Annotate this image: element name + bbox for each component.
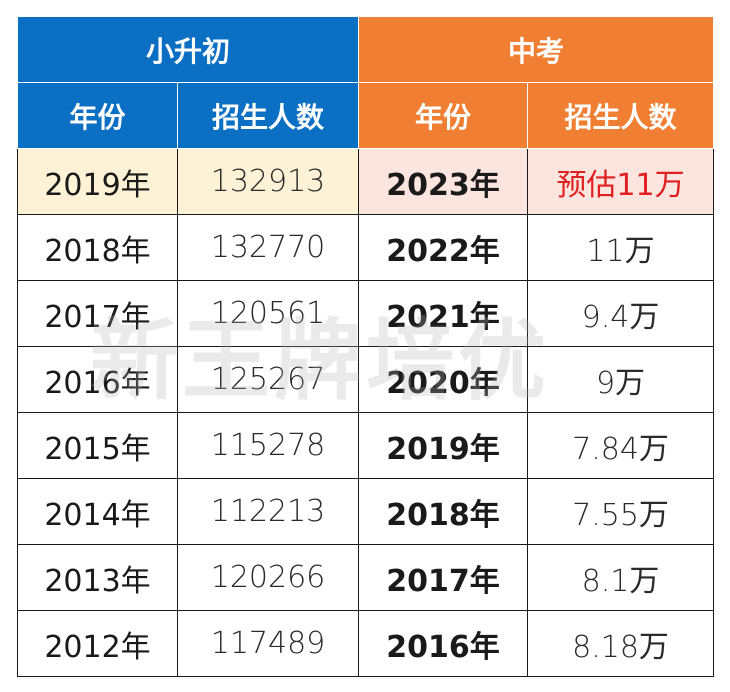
left-count-cell: 132770: [176, 214, 360, 281]
table-row: 2017年 120561 2021年 9.4万: [17, 280, 715, 347]
column-header-right-count: 招生人数: [527, 82, 715, 149]
left-year-cell: 2013年: [17, 544, 178, 611]
right-count-cell: 9.4万: [527, 280, 715, 347]
right-year-cell: 2023年: [358, 148, 529, 215]
left-count-cell: 120561: [176, 280, 360, 347]
right-count-cell: 7.84万: [527, 412, 715, 479]
left-year-cell: 2012年: [17, 610, 178, 677]
group-header-row: 小升初 中考: [16, 16, 715, 83]
table-row: 2016年 125267 2020年 9万: [17, 346, 715, 413]
left-year-cell: 2014年: [17, 478, 178, 545]
right-count-cell: 7.55万: [527, 478, 715, 545]
right-year-cell: 2020年: [358, 346, 529, 413]
right-year-cell: 2019年: [358, 412, 529, 479]
left-count-cell: 117489: [176, 610, 360, 677]
group-header-xiaoshengchu: 小升初: [16, 16, 360, 83]
right-year-cell: 2017年: [358, 544, 529, 611]
group-header-zhongkao: 中考: [358, 16, 715, 83]
table-row: 2014年 112213 2018年 7.55万: [17, 478, 715, 545]
left-year-cell: 2016年: [17, 346, 178, 413]
column-header-row: 年份 招生人数 年份 招生人数: [17, 82, 715, 149]
table-row: 2012年 117489 2016年 8.18万: [17, 610, 715, 677]
left-count-cell: 120266: [176, 544, 360, 611]
left-year-cell: 2015年: [17, 412, 178, 479]
table-row: 2019年 132913 2023年 预估11万: [17, 148, 715, 215]
table-row: 2015年 115278 2019年 7.84万: [17, 412, 715, 479]
left-year-cell: 2017年: [17, 280, 178, 347]
left-count-cell: 115278: [176, 412, 360, 479]
left-year-cell: 2018年: [17, 214, 178, 281]
left-year-cell: 2019年: [17, 148, 178, 215]
right-count-cell: 8.18万: [527, 610, 715, 677]
right-count-cell: 11万: [527, 214, 715, 281]
right-count-cell-estimate: 预估11万: [527, 148, 715, 215]
left-count-cell: 132913: [176, 148, 360, 215]
enrollment-table-container: 小升初 中考 年份 招生人数 年份 招生人数 2019年 132913 2023…: [16, 16, 715, 677]
right-count-cell: 9万: [527, 346, 715, 413]
right-year-cell: 2018年: [358, 478, 529, 545]
right-count-cell: 8.1万: [527, 544, 715, 611]
left-count-cell: 125267: [176, 346, 360, 413]
column-header-right-year: 年份: [358, 82, 529, 149]
left-count-cell: 112213: [176, 478, 360, 545]
right-year-cell: 2016年: [358, 610, 529, 677]
right-year-cell: 2021年: [358, 280, 529, 347]
right-year-cell: 2022年: [358, 214, 529, 281]
column-header-left-year: 年份: [17, 82, 178, 149]
table-row: 2018年 132770 2022年 11万: [17, 214, 715, 281]
table-row: 2013年 120266 2017年 8.1万: [17, 544, 715, 611]
enrollment-table: 小升初 中考 年份 招生人数 年份 招生人数 2019年 132913 2023…: [16, 16, 715, 677]
column-header-left-count: 招生人数: [176, 82, 360, 149]
